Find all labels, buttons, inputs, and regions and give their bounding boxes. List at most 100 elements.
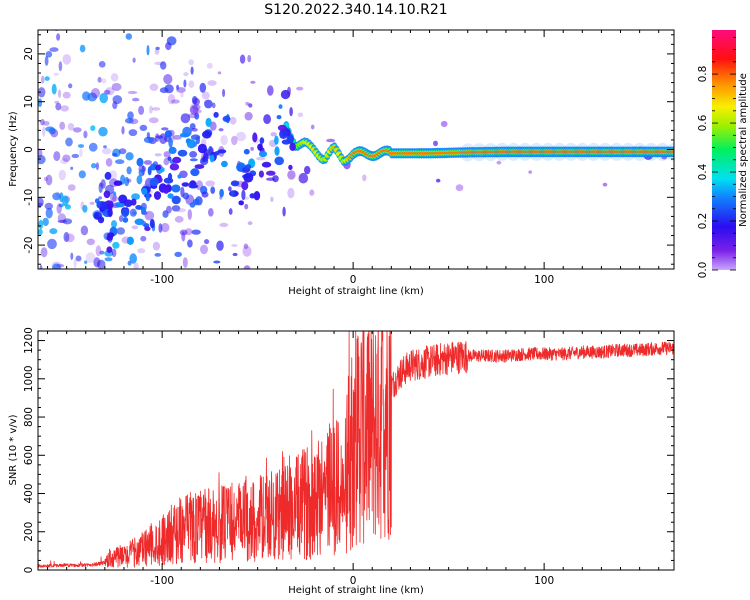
y-tick-label: 600 — [23, 445, 35, 465]
spectrogram-speckle — [159, 87, 169, 94]
y-tick-label: 200 — [23, 522, 35, 542]
spectrogram-speckle — [207, 80, 217, 86]
spectrogram-ridge-glow — [608, 142, 625, 161]
spectrogram-speckle — [80, 225, 89, 236]
spectrogram-speckle — [206, 62, 213, 69]
spectrogram-speckle — [79, 44, 86, 53]
spectrogram-energy-blob — [257, 143, 263, 151]
spectrogram-speckle — [218, 128, 224, 132]
spectrogram-energy-blob — [134, 218, 145, 226]
spectrogram-speckle — [194, 112, 200, 120]
spectrogram-energy-blob — [258, 150, 268, 158]
spectrogram-speckle — [54, 100, 60, 104]
spectrogram-speckle — [188, 80, 195, 88]
spectrogram-speckle — [37, 306, 46, 313]
spectrogram-speckle — [38, 87, 46, 98]
spectrogram-energy-blob — [106, 246, 113, 253]
spectrogram-speckle — [76, 303, 80, 312]
spectrogram-speckle — [49, 47, 59, 52]
spectrogram-speckle — [88, 142, 98, 152]
spectrogram-speckle — [250, 146, 254, 151]
spectrogram-speckle — [155, 294, 164, 302]
spectrogram-speckle — [70, 166, 74, 170]
spectrogram-speckle — [38, 228, 43, 236]
spectrogram-speckle — [129, 253, 137, 264]
spectrogram-speckle — [243, 265, 251, 269]
spectrogram-speckle — [362, 174, 367, 182]
spectrogram-ridge-glow — [471, 143, 488, 162]
spectrogram-speckle — [43, 176, 48, 182]
spectrogram-speckle — [125, 33, 132, 40]
spectrogram-speckle — [98, 182, 103, 193]
spectrogram-speckle — [56, 203, 62, 214]
spectrogram-ridge-glow — [585, 142, 602, 161]
spectrogram-energy-blob — [130, 198, 137, 206]
spectrogram-speckle — [282, 206, 286, 217]
spectrogram-speckle — [189, 158, 198, 162]
spectrogram-speckle — [496, 160, 502, 165]
spectrogram-speckle — [83, 278, 92, 284]
spectrogram-speckle — [203, 152, 209, 163]
spectrogram-speckle — [78, 15, 82, 22]
spectrogram-speckle — [59, 121, 66, 130]
spectrogram-speckle — [47, 274, 52, 280]
spectrogram-energy-blob — [145, 192, 150, 202]
spectrogram-speckle — [455, 184, 464, 192]
spectrogram-speckle — [60, 158, 69, 165]
spectrogram-speckle — [161, 127, 169, 131]
x-tick-label: 0 — [350, 274, 357, 286]
spectrogram-speckle — [112, 101, 118, 110]
spectrogram-ridge-glow — [574, 142, 591, 161]
spectrogram-speckle — [71, 153, 80, 159]
spectrogram-speckle — [105, 158, 113, 167]
spectrogram-speckle — [93, 257, 101, 268]
spectrogram-speckle — [101, 78, 107, 84]
spectrogram-speckle — [58, 17, 62, 27]
spectrogram-speckle — [144, 210, 155, 221]
spectrogram-speckle — [171, 302, 179, 307]
spectrogram-speckle — [242, 245, 252, 257]
spectrogram-speckle — [310, 124, 315, 130]
spectrogram-speckle — [112, 195, 118, 202]
x-tick-label: -100 — [150, 274, 174, 286]
spectrogram-speckle — [239, 54, 246, 64]
spectrogram-speckle — [56, 33, 61, 41]
spectrogram-speckle — [183, 79, 187, 88]
spectrogram-speckle — [141, 294, 145, 301]
spectrogram-speckle — [85, 252, 96, 263]
spectrogram-speckle — [267, 85, 274, 96]
spectrogram-speckle — [62, 218, 73, 225]
spectrogram-speckle — [38, 289, 42, 298]
spectrogram-speckle — [42, 217, 49, 227]
spectrogram-speckle — [58, 169, 66, 181]
spectrogram-energy-blob — [177, 174, 182, 179]
spectrogram-speckle — [138, 169, 145, 177]
spectrogram-speckle — [176, 84, 180, 90]
colorbar-ticks: 0.0 0.2 0.4 0.6 0.8 — [697, 36, 736, 278]
spectrogram-speckle — [189, 202, 196, 208]
spectrogram-speckle — [111, 248, 117, 258]
spectrogram-speckle — [42, 283, 48, 294]
spectrogram-speckle — [250, 80, 256, 84]
spectrogram-speckle — [90, 125, 96, 131]
spectrogram-speckle — [110, 73, 119, 82]
spectrogram-energy-blob — [164, 130, 173, 138]
spectrogram-speckle — [95, 162, 99, 171]
spectrogram-energy-blob — [274, 156, 285, 166]
spectrogram-speckle — [272, 175, 279, 183]
spectrogram-speckle — [210, 186, 216, 194]
spectrogram-speckle — [118, 291, 124, 296]
spectrogram-speckle — [263, 114, 271, 125]
spectrogram-speckle — [189, 105, 199, 115]
spectrogram-speckle — [231, 135, 238, 146]
spectrogram-speckle — [42, 126, 46, 137]
spectrogram-speckle — [83, 130, 88, 139]
spectrogram-speckle — [228, 208, 233, 215]
spectrogram-speckle — [78, 170, 86, 179]
spectrogram-speckle — [103, 145, 107, 149]
spectrogram-energy-blob — [135, 205, 143, 210]
spectrogram-energy-blob — [259, 137, 265, 144]
spectrogram-ridge-glow — [505, 142, 522, 161]
spectrogram-energy-blob — [118, 194, 128, 204]
